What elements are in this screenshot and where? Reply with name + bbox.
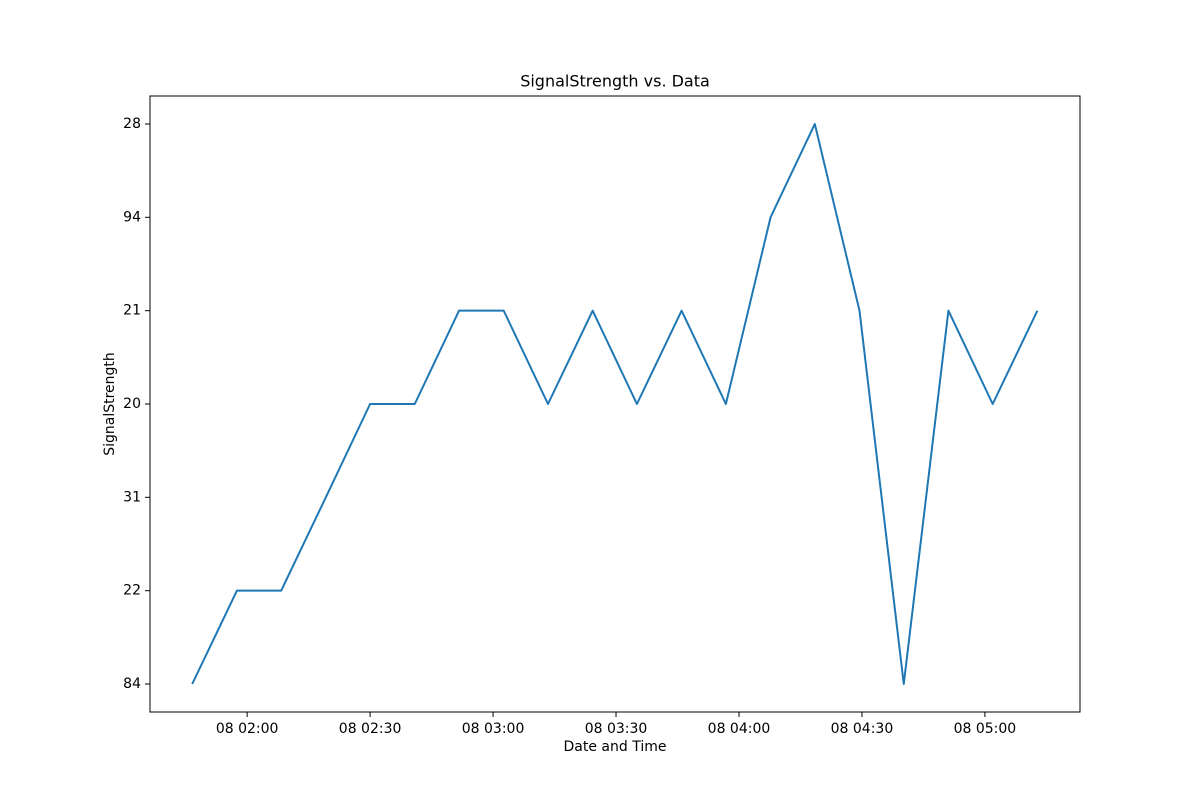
y-tick-label: 22 <box>123 583 141 599</box>
y-tick-label: 94 <box>123 209 141 225</box>
y-axis-label: SignalStrength <box>102 352 118 456</box>
data-line <box>191 123 1039 685</box>
x-tick-label: 08 04:30 <box>831 721 894 737</box>
chart-title: SignalStrength vs. Data <box>520 72 710 91</box>
y-tick-label: 28 <box>123 116 141 132</box>
x-tick-label: 08 05:00 <box>954 721 1017 737</box>
x-tick-label: 08 02:30 <box>339 721 402 737</box>
x-tick-label: 08 04:00 <box>708 721 771 737</box>
y-tick-label: 20 <box>123 396 141 412</box>
y-tick-label: 84 <box>123 676 141 692</box>
x-tick-label: 08 02:00 <box>216 721 279 737</box>
x-axis-label: Date and Time <box>564 739 667 755</box>
x-tick-label: 08 03:00 <box>462 721 525 737</box>
y-tick-label: 21 <box>123 303 141 319</box>
x-tick-label: 08 03:30 <box>585 721 648 737</box>
y-tick-label: 31 <box>123 489 141 505</box>
